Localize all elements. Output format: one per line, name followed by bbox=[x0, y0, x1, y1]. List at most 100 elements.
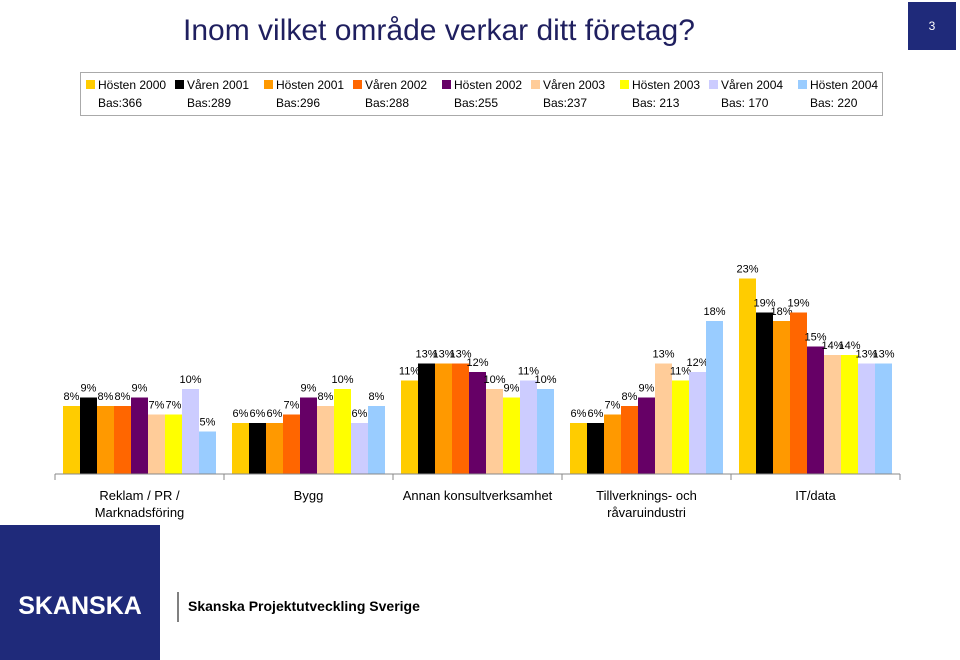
value-label: 6% bbox=[233, 408, 249, 420]
value-label: 7% bbox=[149, 400, 165, 412]
value-label: 7% bbox=[284, 400, 300, 412]
legend-swatch bbox=[798, 80, 807, 89]
bar bbox=[232, 423, 249, 474]
value-label: 13% bbox=[872, 349, 894, 361]
x-tick-label: IT/data bbox=[795, 488, 836, 503]
x-tick-label: Tillverknings- och råvaruindustri bbox=[596, 488, 697, 520]
legend-swatch bbox=[531, 80, 540, 89]
legend-base: Bas:237 bbox=[543, 96, 587, 110]
bar bbox=[604, 414, 621, 474]
bar bbox=[570, 423, 587, 474]
bar bbox=[283, 414, 300, 474]
value-label: 9% bbox=[504, 383, 520, 395]
value-label: 10% bbox=[179, 374, 201, 386]
bar bbox=[875, 363, 892, 474]
bar bbox=[807, 346, 824, 474]
x-tick-label: Annan konsultverksamhet bbox=[402, 488, 553, 503]
legend-base: Bas:255 bbox=[454, 96, 498, 110]
value-label: 6% bbox=[588, 408, 604, 420]
value-label: 14% bbox=[838, 340, 860, 352]
value-label: 6% bbox=[352, 408, 368, 420]
bar bbox=[351, 423, 368, 474]
bar bbox=[114, 406, 131, 474]
bar bbox=[503, 397, 520, 474]
bar bbox=[300, 397, 317, 474]
value-label: 11% bbox=[670, 366, 691, 378]
page-number: 3 bbox=[929, 19, 936, 33]
bar bbox=[858, 363, 875, 474]
legend-base: Bas:288 bbox=[365, 96, 409, 110]
legend-label: Hösten 2004 bbox=[810, 78, 878, 92]
value-label: 13% bbox=[432, 349, 454, 361]
value-label: 8% bbox=[115, 391, 131, 403]
bar bbox=[790, 312, 807, 474]
value-label: 10% bbox=[483, 374, 505, 386]
value-label: 11% bbox=[518, 366, 539, 378]
value-label: 14% bbox=[821, 340, 843, 352]
bar bbox=[655, 363, 672, 474]
value-label: 12% bbox=[686, 357, 708, 369]
logo: SKANSKA bbox=[18, 592, 142, 620]
bar bbox=[199, 431, 216, 474]
value-label: 23% bbox=[736, 264, 758, 276]
bar bbox=[841, 355, 858, 474]
value-label: 13% bbox=[415, 349, 437, 361]
footer: Skanska Projektutveckling Sverige bbox=[188, 598, 420, 614]
value-label: 6% bbox=[250, 408, 266, 420]
value-label: 18% bbox=[703, 306, 725, 318]
bar bbox=[689, 372, 706, 474]
bar bbox=[520, 380, 537, 474]
legend-label: Våren 2003 bbox=[543, 78, 605, 92]
bar bbox=[182, 389, 199, 474]
legend-base: Bas:366 bbox=[98, 96, 142, 110]
value-label: 9% bbox=[639, 383, 655, 395]
bar bbox=[266, 423, 283, 474]
value-label: 5% bbox=[200, 417, 216, 429]
bar bbox=[131, 397, 148, 474]
value-label: 13% bbox=[855, 349, 877, 361]
legend-swatch bbox=[620, 80, 629, 89]
legend-box bbox=[80, 72, 883, 116]
value-label: 8% bbox=[622, 391, 638, 403]
bar bbox=[435, 363, 452, 474]
legend-label: Hösten 2003 bbox=[632, 78, 700, 92]
value-label: 6% bbox=[267, 408, 283, 420]
value-label: 18% bbox=[770, 306, 792, 318]
bar bbox=[368, 406, 385, 474]
legend-swatch bbox=[442, 80, 451, 89]
value-label: 13% bbox=[652, 349, 674, 361]
bar bbox=[486, 389, 503, 474]
legend-label: Hösten 2000 bbox=[98, 78, 166, 92]
bar bbox=[824, 355, 841, 474]
value-label: 9% bbox=[81, 383, 97, 395]
legend-base: Bas:289 bbox=[187, 96, 231, 110]
legend-label: Våren 2001 bbox=[187, 78, 249, 92]
bar bbox=[165, 414, 182, 474]
value-label: 6% bbox=[571, 408, 587, 420]
x-tick-label: Bygg bbox=[293, 488, 324, 503]
value-label: 8% bbox=[318, 391, 334, 403]
legend-base: Bas: 213 bbox=[632, 96, 680, 110]
legend-base: Bas: 170 bbox=[721, 96, 769, 110]
logo-box bbox=[0, 525, 160, 660]
x-tick-label: Reklam / PR / Marknadsföring bbox=[94, 488, 185, 520]
legend-label: Hösten 2001 bbox=[276, 78, 344, 92]
value-label: 10% bbox=[534, 374, 556, 386]
bar bbox=[401, 380, 418, 474]
chart-title: Inom vilket område verkar ditt företag? bbox=[183, 14, 695, 47]
bar bbox=[334, 389, 351, 474]
bar bbox=[739, 278, 756, 474]
legend-label: Hösten 2002 bbox=[454, 78, 522, 92]
bar bbox=[638, 397, 655, 474]
bar bbox=[249, 423, 266, 474]
legend-swatch bbox=[86, 80, 95, 89]
bar bbox=[317, 406, 334, 474]
bar bbox=[452, 363, 469, 474]
legend-swatch bbox=[353, 80, 362, 89]
value-label: 7% bbox=[605, 400, 621, 412]
bar bbox=[621, 406, 638, 474]
value-label: 19% bbox=[787, 298, 809, 310]
page-number-box bbox=[908, 2, 956, 50]
